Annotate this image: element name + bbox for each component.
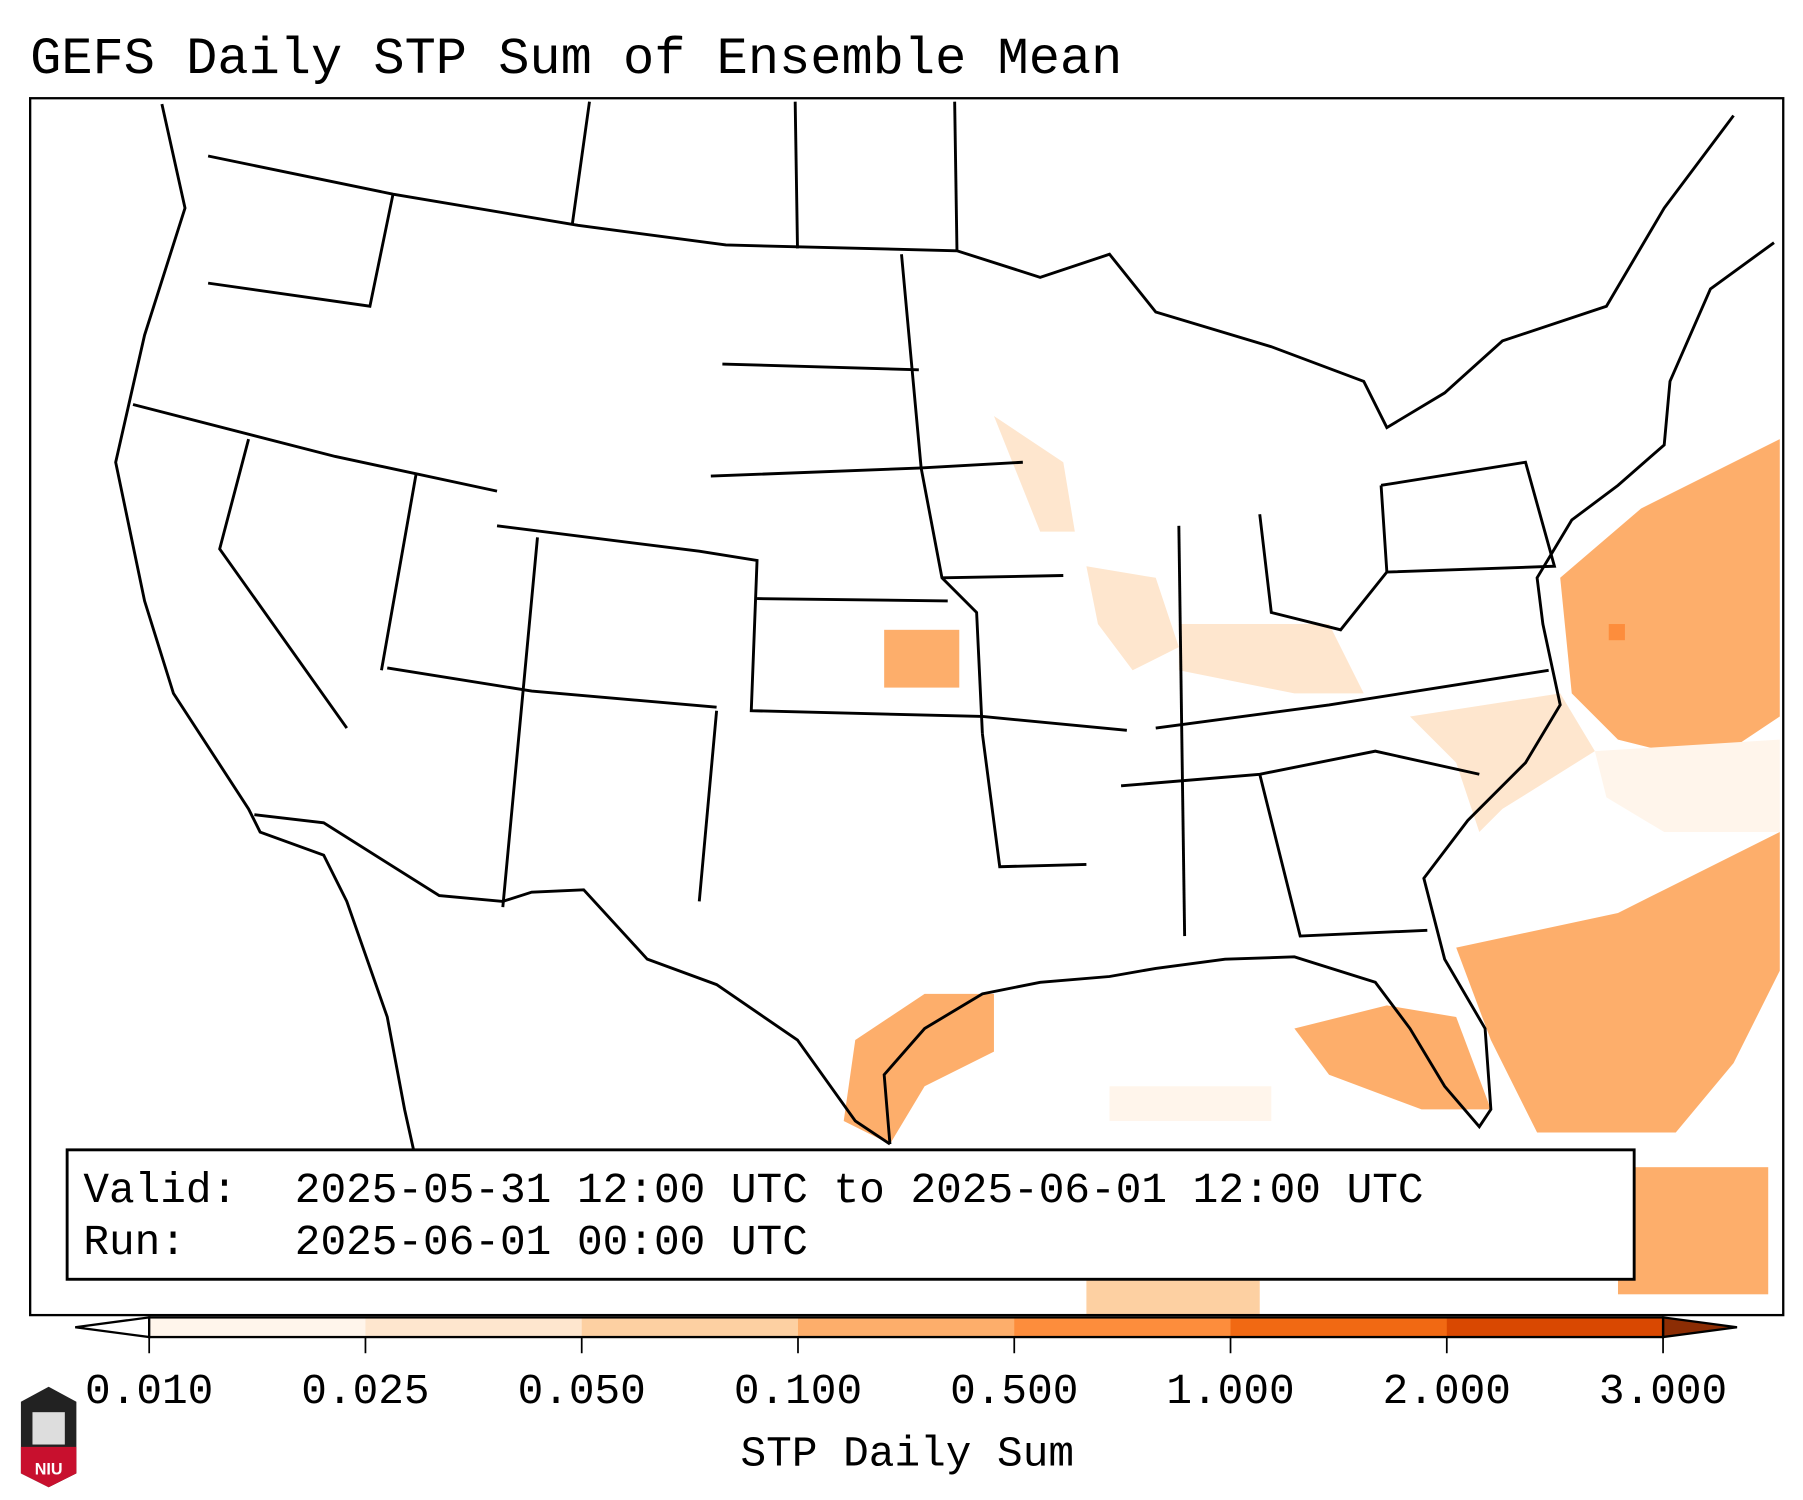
logo-text: NIU [35,1461,63,1479]
state-line [953,101,959,251]
max-stp-cell [1608,624,1625,641]
state-line [1258,514,1388,632]
state-line [900,254,984,734]
map-panel [29,97,1785,1317]
state-line [697,710,719,902]
colorbar-label: STP Daily Sum [741,1429,1075,1478]
colorbar-under-extension [75,1316,151,1339]
light-stp-region [1617,1167,1769,1295]
kansas-stp-region [884,629,960,688]
state-line [793,101,799,249]
colorbar-over-extension [1661,1316,1738,1339]
colorbar-tick-label: 0.010 [85,1367,213,1416]
state-line [132,403,498,493]
chart-title: GEFS Daily STP Sum of Ensemble Mean [30,30,1122,89]
colorbar-tick-label: 0.025 [301,1367,429,1416]
state-line [570,101,591,226]
state-line [380,473,418,671]
colorbar-tick-label: 0.100 [734,1367,862,1416]
state-and-coast-lines [114,101,1775,1214]
light-stp-region [1109,1086,1272,1121]
state-line [1379,460,1557,574]
colorbar-segment [149,1317,367,1338]
colorbar-tick-label: 0.050 [518,1367,646,1416]
valid-label: Valid: [83,1166,237,1215]
state-line [710,460,1023,478]
colorbar-tick-label: 3.000 [1599,1367,1727,1416]
stp-shading [843,416,1780,1316]
colorbar-segment [365,1317,583,1338]
info-box: Valid: 2025-05-31 12:00 UTC to 2025-06-0… [65,1148,1636,1281]
state-line [1155,668,1549,730]
light-stp-region [993,416,1075,532]
canada-border [207,114,1735,430]
colorbar-segment [581,1317,799,1338]
state-line [218,438,348,729]
state-line [496,524,1127,732]
mexico-border [254,813,891,1146]
state-line [941,574,1064,580]
state-line [387,666,717,709]
light-stp-region [1594,739,1780,833]
coastline [114,103,430,1214]
run-label: Run: [83,1218,186,1267]
state-line [1120,749,1480,788]
state-line [1258,773,1428,938]
colorbar-segment [1230,1317,1448,1338]
state-line [757,597,948,603]
colorbar-outline [148,1316,1665,1339]
texas-stp-region [843,993,994,1145]
gulf-coast [882,241,1775,1145]
colorbar: 0.010 0.025 0.050 0.100 0.500 1.000 2.000 3.000 [75,1316,1738,1416]
atlantic-stp-region [1560,439,1780,763]
light-stp-region [1409,693,1595,833]
colorbar-segment [1446,1317,1664,1338]
light-stp-region [1178,624,1364,694]
run-value: 2025-06-01 00:00 UTC [295,1218,808,1267]
colorbar-tick-label: 1.000 [1166,1367,1294,1416]
state-line [1177,525,1187,937]
state-line [501,537,539,908]
state-line [207,193,395,308]
state-line [722,362,919,372]
niu-logo: NIU [20,1386,77,1488]
colorbar-tick-label: 2.000 [1383,1367,1511,1416]
valid-value: 2025-05-31 12:00 UTC to 2025-06-01 12:00… [295,1166,1424,1215]
colorbar-tick-label: 0.500 [950,1367,1078,1416]
state-line [980,733,1087,869]
colorbar-segment [797,1317,1015,1338]
light-stp-region [1086,566,1179,671]
colorbar-segment [1014,1317,1232,1338]
atlantic-stp-region-south [1456,832,1780,1133]
